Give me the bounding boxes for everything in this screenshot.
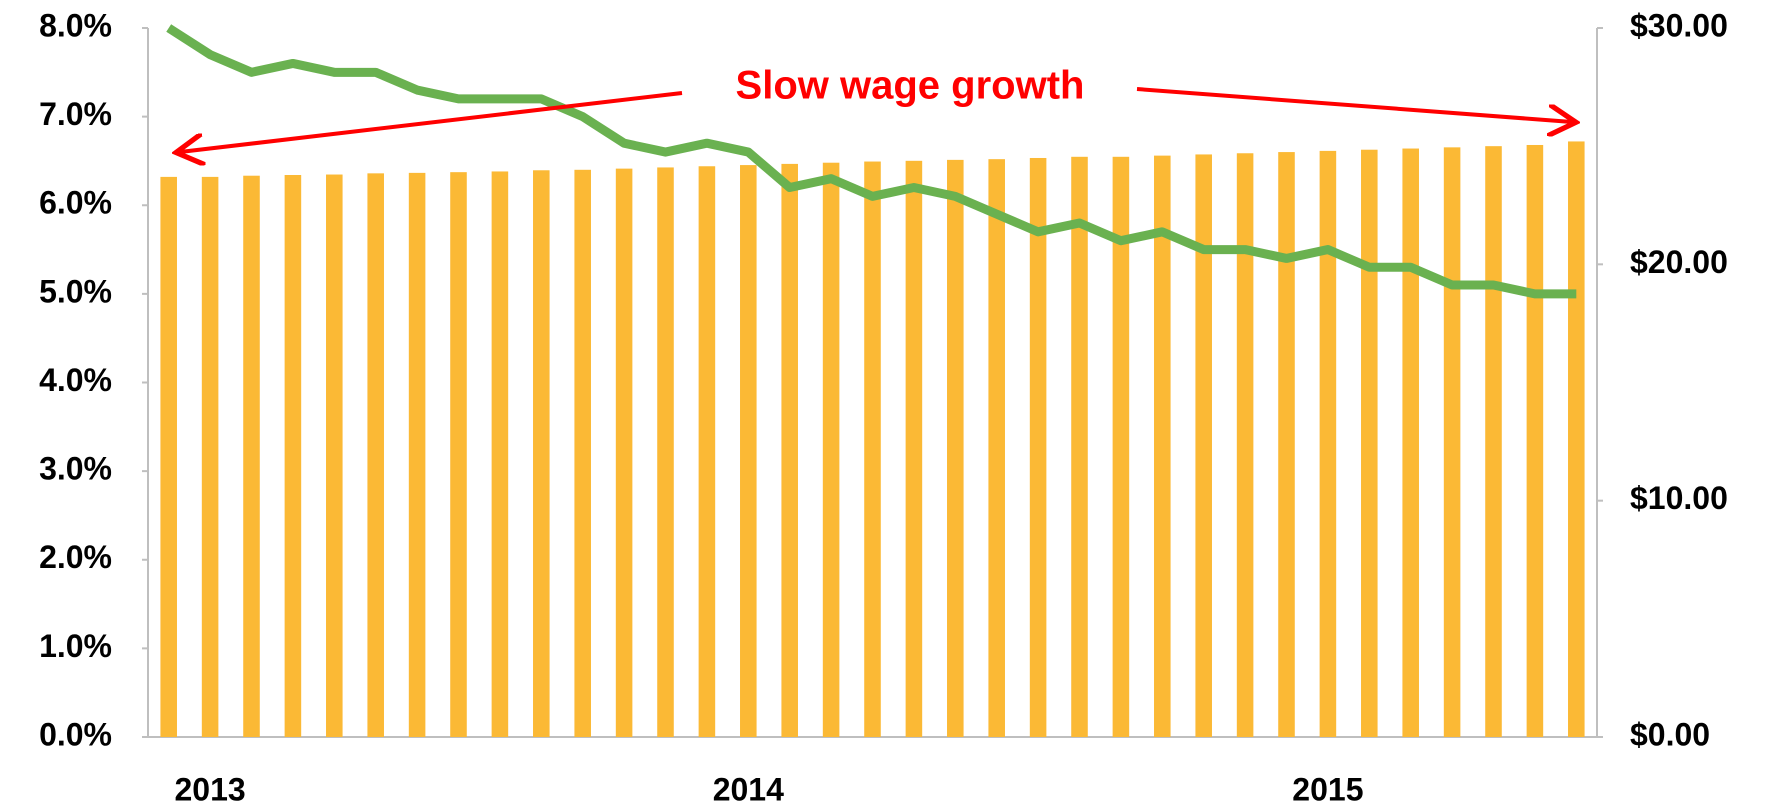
bar [160, 176, 177, 737]
bar [326, 174, 343, 737]
bar [905, 160, 923, 737]
bar [1443, 147, 1461, 737]
bar [698, 166, 716, 737]
line [166, 24, 1577, 299]
bar [1154, 155, 1171, 737]
bar [988, 159, 1005, 738]
bar [781, 163, 798, 737]
bar [1278, 152, 1295, 737]
bar [367, 173, 384, 738]
x-tick-label: 2015 [1292, 771, 1363, 807]
y-tick-label: 8.0% [39, 7, 112, 43]
bar [450, 172, 467, 737]
y-tick-label: 4.0% [39, 362, 112, 398]
bar [740, 165, 757, 737]
bar [533, 170, 550, 738]
bar [1485, 146, 1502, 737]
y2-tick-label: $0.00 [1630, 716, 1710, 752]
bar [1402, 148, 1419, 737]
bar [947, 159, 964, 737]
y-tick-label: 2.0% [39, 539, 112, 575]
bar [657, 167, 674, 738]
y-tick-label: 3.0% [39, 451, 112, 487]
bar [408, 172, 426, 738]
y-tick-label: 0.0% [39, 716, 112, 752]
y2-tick-label: $10.00 [1630, 480, 1728, 516]
bar [1361, 149, 1378, 737]
y-tick-label: 7.0% [39, 96, 112, 132]
y-tick-label: 6.0% [39, 185, 112, 221]
bar [615, 168, 633, 737]
bar [1112, 156, 1130, 738]
y-tick-label: 1.0% [39, 628, 112, 664]
bar [1319, 150, 1337, 738]
annotation: Slow wage growth [736, 64, 1085, 108]
y2-tick-label: $20.00 [1630, 244, 1728, 280]
plot-area: 0.0% 1.0% 2.0% 3.0% 4.0% 5.0% 6.0% 7.0% 8.0% $0.0… [39, 7, 1728, 807]
x-tick-label: 2013 [175, 771, 246, 807]
bar [1071, 156, 1088, 738]
y-tick-label: 5.0% [39, 273, 112, 309]
bar [1526, 144, 1544, 738]
annotation-arrow [180, 91, 683, 152]
bar [201, 176, 219, 737]
bar [1568, 141, 1585, 737]
bar [574, 169, 591, 738]
bar [1236, 153, 1254, 738]
annotation-arrow [1136, 87, 1572, 122]
bar [284, 174, 302, 737]
bar [822, 162, 840, 737]
bar [1029, 157, 1047, 737]
bar [1195, 154, 1212, 737]
bar [864, 161, 881, 738]
bar [243, 175, 260, 738]
x-tick-label: 2014 [713, 771, 784, 807]
y2-tick-label: $30.00 [1630, 7, 1728, 43]
bar [491, 171, 509, 737]
